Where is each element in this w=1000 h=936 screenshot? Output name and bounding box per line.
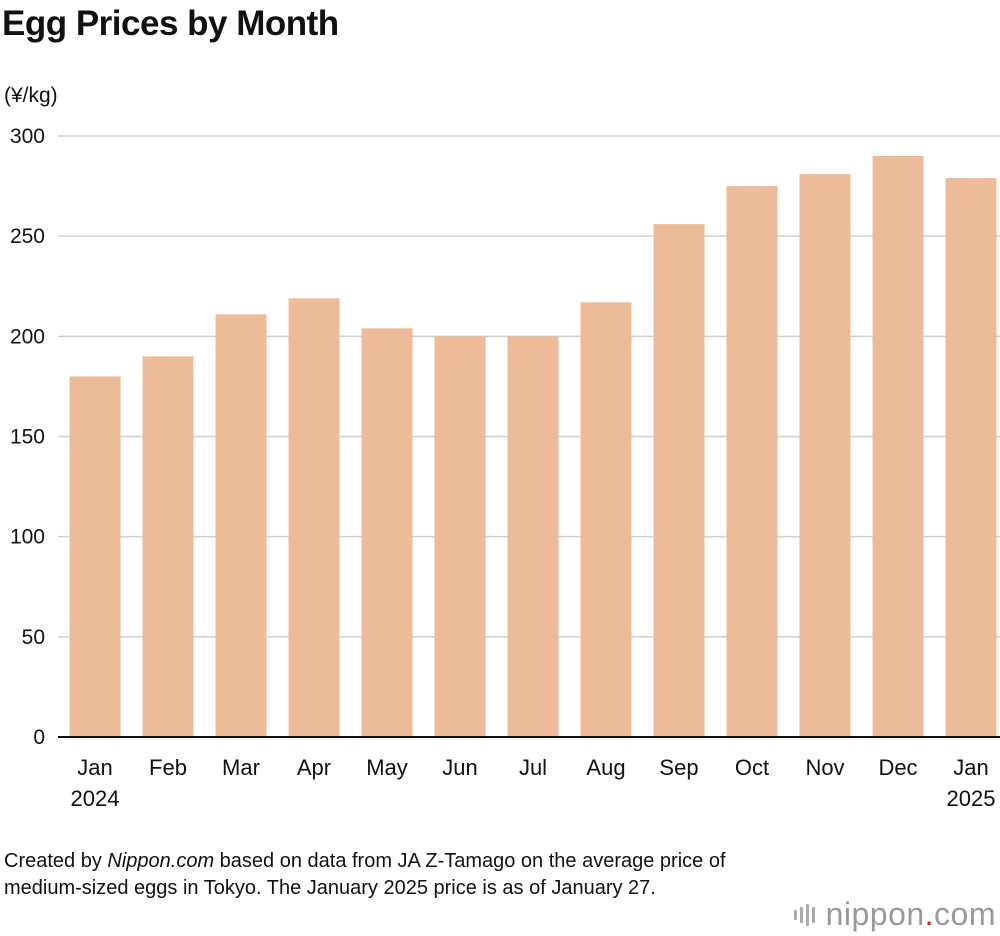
x-tick-label: Jan <box>953 755 988 780</box>
nippon-logo[interactable]: nippon. com <box>793 896 996 933</box>
bar <box>215 314 267 737</box>
bar <box>726 186 778 738</box>
x-tick-label: Jan <box>77 755 112 780</box>
y-tick-label: 200 <box>10 325 45 348</box>
source-caption: Created by Nippon.com based on data from… <box>4 848 744 902</box>
y-tick-label: 100 <box>10 526 45 549</box>
bar <box>653 224 705 737</box>
logo-name: nippon <box>825 896 925 932</box>
x-tick-label: Sep <box>659 755 698 780</box>
y-tick-label: 250 <box>10 225 45 248</box>
x-tick-label: Jun <box>442 755 477 780</box>
caption-post: based on data from JA Z-Tamago on the av… <box>4 850 726 899</box>
bar <box>799 174 851 737</box>
y-tick-label: 150 <box>10 426 45 449</box>
logo-suffix: com <box>934 896 996 932</box>
x-tick-label: Oct <box>735 755 769 780</box>
bar <box>142 356 194 737</box>
x-tick-label: May <box>366 755 408 780</box>
x-tick-label: Feb <box>149 755 187 780</box>
x-tick-year-label: 2024 <box>71 786 120 811</box>
logo-dot: . <box>924 896 935 932</box>
x-tick-label: Dec <box>878 755 917 780</box>
bar-chart: 0 50 100 150 200 250 300 Jan 2024 Feb Mar Apr May Jun… <box>10 125 1000 811</box>
x-tick-label: Jul <box>519 755 547 780</box>
y-tick-label: 0 <box>33 726 45 749</box>
x-tick-label: Aug <box>586 755 625 780</box>
caption-pre: Created by <box>4 850 108 872</box>
x-tick-year-label: 2025 <box>947 786 996 811</box>
x-tick-label: Mar <box>222 755 260 780</box>
bar <box>507 336 559 737</box>
bar <box>434 336 486 737</box>
bar <box>945 178 997 737</box>
logo-mark-icon <box>793 903 818 926</box>
y-axis-unit-label: (¥/kg) <box>4 84 58 107</box>
bar <box>580 302 632 737</box>
bar <box>872 156 924 738</box>
y-tick-label: 50 <box>22 626 45 649</box>
bar <box>288 298 340 737</box>
bar <box>69 376 121 737</box>
caption-source: Nippon.com <box>107 850 215 872</box>
y-tick-label: 300 <box>10 125 45 148</box>
chart-title: Egg Prices by Month <box>2 4 339 43</box>
x-tick-label: Apr <box>297 755 331 780</box>
bar <box>361 328 413 737</box>
x-tick-label: Nov <box>805 755 844 780</box>
